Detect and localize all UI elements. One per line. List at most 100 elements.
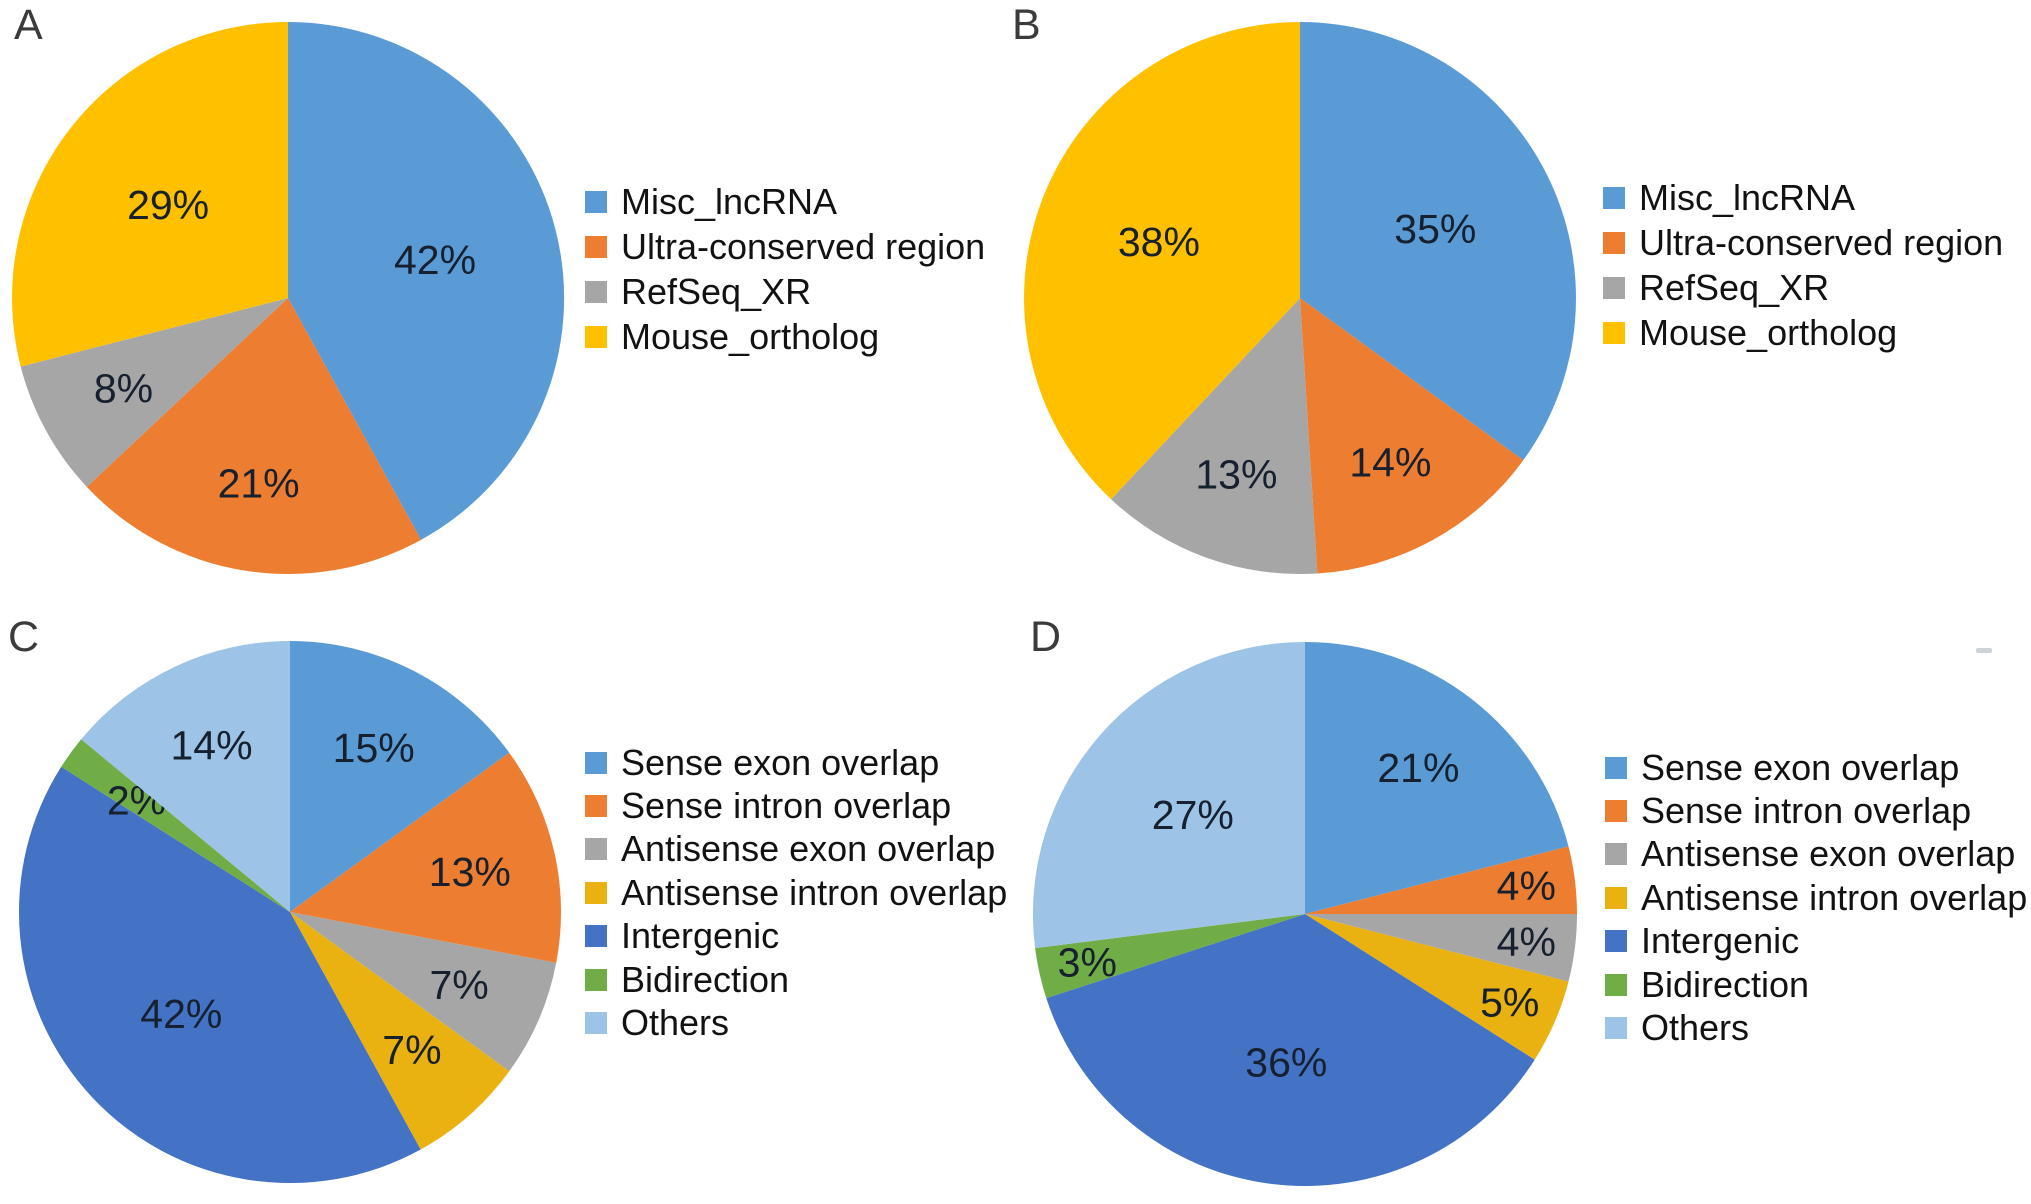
pie-slice-mouse-ortholog [1024, 22, 1300, 500]
legend-swatch-icon [1603, 231, 1625, 254]
legend-swatch-icon [1605, 800, 1627, 823]
pie-percentage-label: 27% [1152, 792, 1234, 838]
legend-item: Ultra-conserved region [585, 224, 985, 269]
legend-swatch-icon [585, 190, 607, 213]
legend-label: Mouse_ortholog [1639, 311, 1898, 353]
legend-item: Sense exon overlap [1605, 746, 2027, 789]
pie-percentage-label: 42% [394, 237, 476, 283]
legend-item: Ultra-conserved region [1603, 220, 2003, 265]
legend-item: Sense intron overlap [585, 784, 1007, 827]
legend-label: Bidirection [621, 958, 790, 1000]
pie-chart-panel-d: 21% 4% 4% 5% 36% 3% 27% [1032, 642, 1577, 1187]
legend-item: RefSeq_XR [585, 269, 985, 314]
legend-item: Intergenic [585, 915, 1007, 958]
pie-slice-bidirection [1035, 914, 1305, 999]
legend-swatch-icon [1603, 321, 1625, 344]
legend-item: RefSeq_XR [1603, 265, 2003, 310]
pie-percentage-label: 14% [1349, 440, 1431, 486]
pie-percentage-label: 13% [429, 849, 511, 895]
legend-label: Others [621, 1002, 730, 1044]
pie-slice-others [81, 641, 290, 912]
legend-swatch-icon [585, 881, 607, 904]
legend-swatch-icon [585, 325, 607, 348]
legend-swatch-icon [1605, 886, 1627, 909]
pie-percentage-label: 42% [140, 991, 222, 1037]
pie-percentage-label: 13% [1195, 452, 1277, 498]
pie-slice-ultra-conserved-region [86, 298, 422, 575]
pie-slice-bidirection [61, 739, 291, 912]
legend-swatch-icon [585, 235, 607, 258]
legend-item: Misc_lncRNA [585, 179, 985, 224]
legend-swatch-icon [1605, 843, 1627, 866]
legend-panel-a: Misc_lncRNA Ultra-conserved region RefSeq_… [585, 179, 985, 359]
panel-letter-c: C [8, 613, 40, 661]
legend-item: Others [585, 1001, 1007, 1044]
legend-label: Sense intron overlap [621, 785, 952, 827]
legend-item: Antisense intron overlap [585, 871, 1007, 914]
pie-slice-intergenic [1046, 914, 1535, 1187]
legend-panel-b: Misc_lncRNA Ultra-conserved region RefSeq_… [1603, 175, 2003, 355]
pie-slice-antisense-intron-overlap [290, 912, 510, 1150]
pie-percentage-label: 7% [429, 962, 488, 1008]
legend-item: Bidirection [1605, 963, 2027, 1006]
pie-slice-misc-lncrna [1300, 22, 1576, 461]
pie-chart-panel-b: 35% 14% 13% 38% [1024, 22, 1576, 575]
legend-item: Mouse_ortholog [585, 314, 985, 359]
panel-letter-d: D [1030, 613, 1062, 661]
legend-item: Antisense exon overlap [1605, 833, 2027, 876]
legend-label: Ultra-conserved region [1639, 221, 2004, 263]
legend-label: Others [1641, 1007, 1750, 1049]
legend-item: Bidirection [585, 958, 1007, 1001]
pie-slice-antisense-exon-overlap [1305, 914, 1577, 982]
legend-label: Intergenic [1641, 920, 1800, 962]
legend-swatch-icon [585, 280, 607, 303]
panel-letter-b: B [1012, 1, 1041, 49]
pie-slice-sense-intron-overlap [290, 752, 561, 963]
legend-label: Bidirection [1641, 963, 1810, 1005]
legend-label: RefSeq_XR [1639, 266, 1830, 308]
pie-slice-antisense-intron-overlap [1305, 914, 1569, 1060]
pie-slice-refseq-xr [1111, 298, 1318, 575]
legend-item: Antisense exon overlap [585, 828, 1007, 871]
legend-swatch-icon [1605, 930, 1627, 953]
stray-mark [1976, 648, 1992, 653]
legend-swatch-icon [585, 795, 607, 818]
legend-label: Ultra-conserved region [621, 225, 986, 267]
pie-slice-ultra-conserved-region [1300, 298, 1524, 574]
legend-swatch-icon [585, 1012, 607, 1035]
legend-swatch-icon [585, 838, 607, 861]
pie-percentage-label: 21% [218, 460, 300, 506]
legend-swatch-icon [585, 751, 607, 774]
legend-swatch-icon [1605, 1017, 1627, 1040]
pie-slice-mouse-ortholog [12, 22, 288, 367]
pie-percentage-label: 21% [1377, 745, 1459, 791]
pie-percentage-label: 35% [1394, 206, 1476, 252]
legend-item: Sense intron overlap [1605, 789, 2027, 832]
legend-label: RefSeq_XR [621, 270, 812, 312]
legend-label: Mouse_ortholog [621, 315, 880, 357]
pie-slice-sense-intron-overlap [1305, 846, 1577, 914]
legend-panel-d: Sense exon overlap Sense intron overlap An… [1605, 746, 2027, 1050]
legend-label: Sense intron overlap [1641, 790, 1972, 832]
pie-chart-panel-a: 42% 21% 8% 29% [12, 21, 565, 575]
legend-label: Antisense intron overlap [621, 871, 1008, 913]
legend-label: Misc_lncRNA [1639, 176, 1856, 218]
legend-label: Sense exon overlap [621, 741, 940, 783]
legend-item: Mouse_ortholog [1603, 310, 2003, 355]
legend-item: Sense exon overlap [585, 741, 1007, 784]
legend-swatch-icon [1605, 973, 1627, 996]
pie-percentage-label: 38% [1118, 219, 1200, 265]
legend-label: Misc_lncRNA [621, 180, 838, 222]
pie-slice-sense-exon-overlap [1305, 642, 1569, 914]
panel-letter-a: A [14, 1, 43, 49]
pie-percentage-label: 14% [170, 722, 252, 768]
legend-swatch-icon [585, 925, 607, 948]
legend-label: Antisense intron overlap [1641, 876, 2028, 918]
legend-panel-c: Sense exon overlap Sense intron overlap An… [585, 741, 1007, 1045]
pie-percentage-label: 3% [1058, 940, 1117, 986]
legend-label: Sense exon overlap [1641, 746, 1960, 788]
legend-item: Intergenic [1605, 920, 2027, 963]
pie-slice-others [1032, 642, 1305, 949]
